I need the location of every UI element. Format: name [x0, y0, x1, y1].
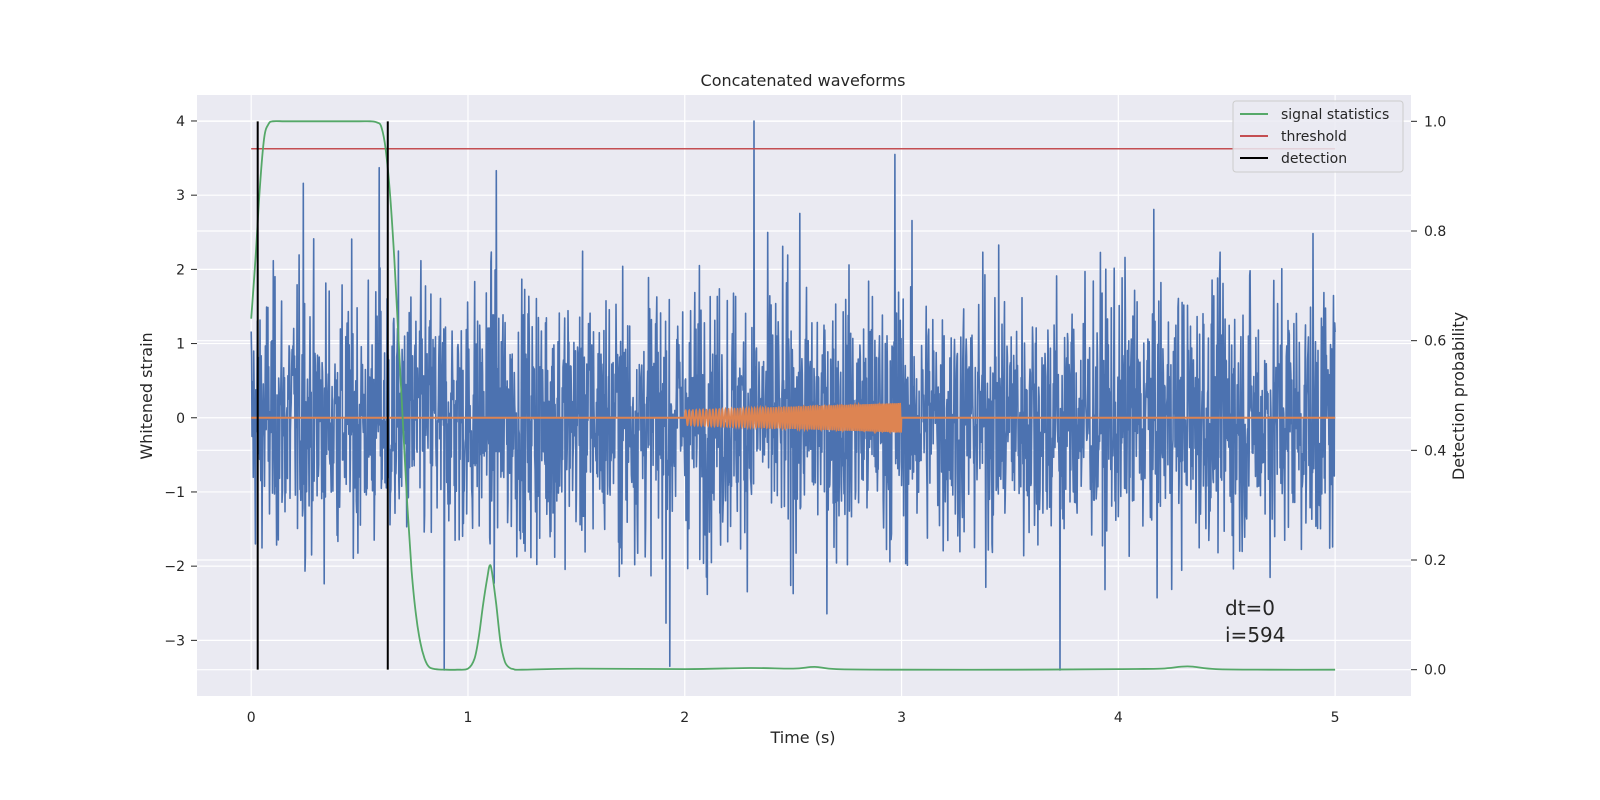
y-tick-label: 1	[176, 337, 185, 353]
y-tick-label: −3	[164, 633, 185, 649]
x-tick-label: 3	[897, 710, 906, 726]
x-tick-label: 0	[247, 710, 256, 726]
y-tick-label: −2	[164, 559, 185, 575]
x-tick-label: 5	[1331, 710, 1340, 726]
chart-title: Concatenated waveforms	[701, 71, 906, 90]
annotation-index: i=594	[1225, 623, 1286, 647]
y-right-tick-label: 0.2	[1424, 553, 1446, 569]
noise-series-line	[250, 120, 1336, 671]
annotation-dt: dt=0	[1225, 596, 1275, 620]
series-layer	[250, 120, 1336, 671]
y-right-tick-label: 0.4	[1424, 443, 1446, 459]
x-tick-label: 4	[1114, 710, 1123, 726]
tick-layer: 0 1 2 3 4 5 −3 −2 −1 0 1 2 3 4 0.0 0.2 0.4 0.6 0.8 1.0	[164, 114, 1446, 726]
y-tick-label: 4	[176, 114, 185, 130]
legend-label-detection: detection	[1281, 151, 1347, 167]
x-tick-label: 1	[464, 710, 473, 726]
y-axis-label: Whitened strain	[137, 332, 156, 459]
signal-statistics-line	[250, 120, 1336, 671]
y-right-tick-label: 0.8	[1424, 224, 1446, 240]
legend: signal statistics threshold detection	[1232, 100, 1404, 173]
y-right-tick-label: 1.0	[1424, 114, 1446, 130]
y-right-tick-label: 0.0	[1424, 663, 1446, 679]
y-axis-label-right: Detection probability	[1449, 312, 1468, 480]
legend-box	[1232, 100, 1404, 173]
x-tick-label: 2	[680, 710, 689, 726]
x-axis-label: Time (s)	[769, 728, 835, 747]
template-chirp	[683, 401, 903, 435]
legend-label-threshold: threshold	[1281, 129, 1347, 145]
y-right-tick-label: 0.6	[1424, 334, 1446, 350]
y-tick-label: 0	[176, 411, 185, 427]
y-tick-label: 3	[176, 188, 185, 204]
y-tick-label: −1	[164, 485, 185, 501]
y-tick-label: 2	[176, 262, 185, 278]
legend-label-signal-statistics: signal statistics	[1281, 107, 1389, 123]
